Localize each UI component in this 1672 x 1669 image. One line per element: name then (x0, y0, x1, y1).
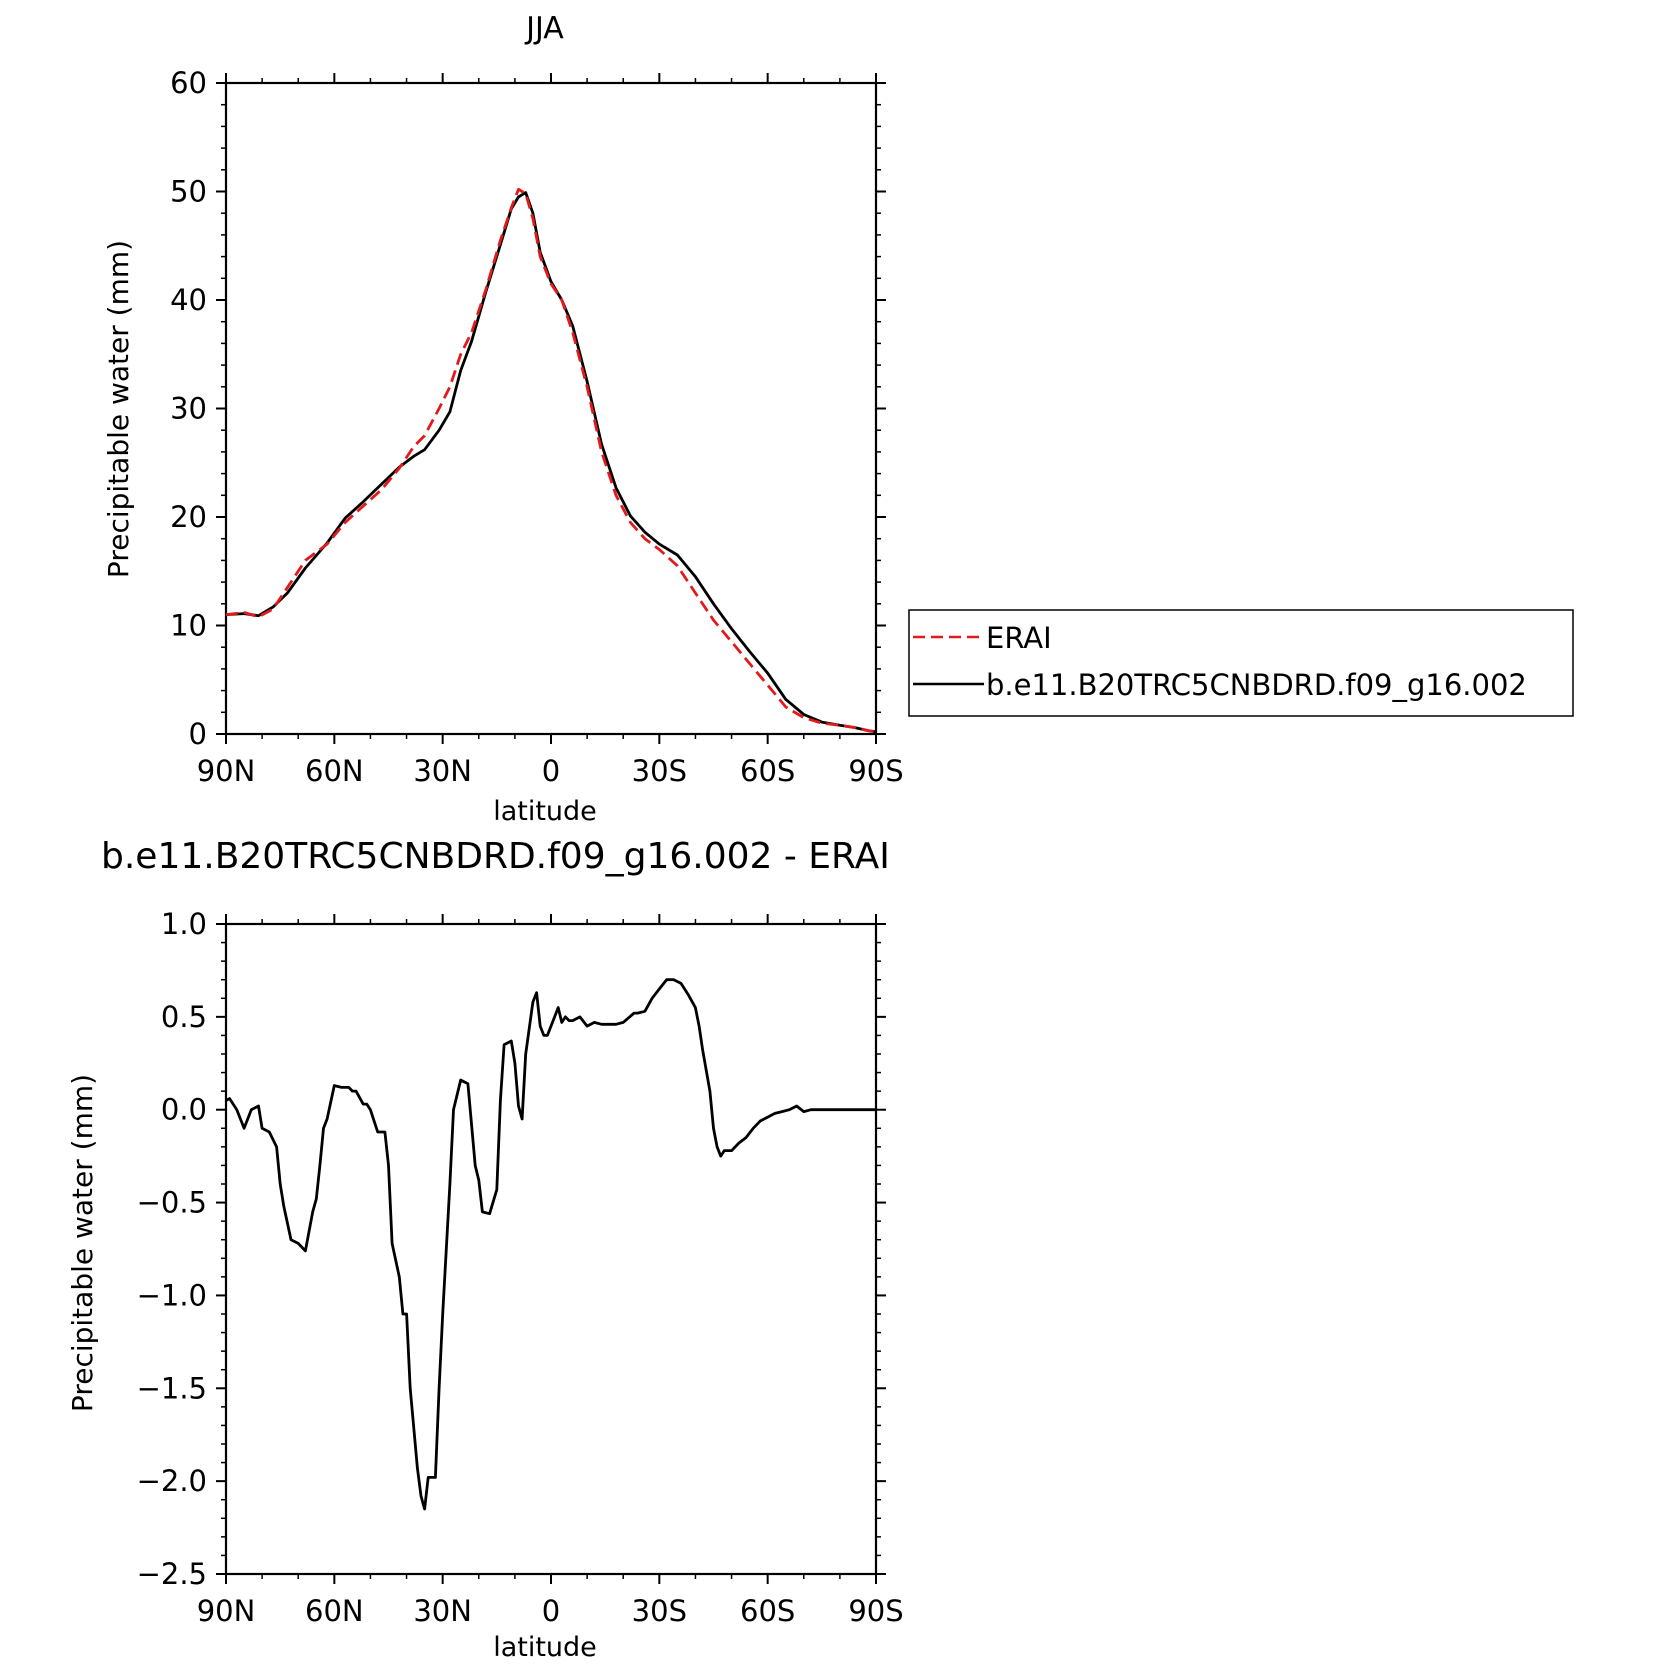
top-chart-panel: JJA 90N 60N 30N 0 30S 60S 90S 0 10 20 30 40 50 60 lat… (102, 11, 904, 827)
bottom-y-tick-label: −2.0 (137, 1464, 207, 1498)
top-x-tick-label: 60N (305, 754, 364, 788)
bottom-y-tick-label: 0.5 (161, 1000, 207, 1034)
top-y-tick-label: 10 (170, 609, 207, 643)
top-x-tick-label: 0 (542, 754, 560, 788)
bottom-x-tick-label: 90N (197, 1594, 256, 1628)
bottom-y-tick-label: −2.5 (137, 1557, 207, 1591)
top-x-tick-label: 60S (740, 754, 795, 788)
legend: ERAI b.e11.B20TRC5CNBDRD.f09_g16.002 (908, 609, 1574, 717)
top-y-tick-label: 30 (170, 392, 207, 426)
bottom-y-tick-label: 1.0 (161, 907, 207, 941)
top-x-tick-label: 90N (197, 754, 256, 788)
bottom-x-tick-label: 30S (632, 1594, 687, 1628)
top-x-axis-label: latitude (493, 796, 597, 827)
bottom-y-axis-label: Precipitable water (mm) (66, 1074, 99, 1412)
legend-box (908, 609, 1574, 717)
top-x-tick-label: 30S (632, 754, 687, 788)
bottom-x-tick-label: 0 (542, 1594, 560, 1628)
bottom-y-tick-label: −0.5 (137, 1186, 207, 1220)
bottom-series-line-difference (225, 978, 876, 1511)
bottom-chart-panel: b.e11.B20TRC5CNBDRD.f09_g16.002 - ERAI 9… (66, 836, 904, 1663)
top-y-tick-label: 20 (170, 500, 207, 534)
bottom-x-tick-label: 90S (848, 1594, 903, 1628)
bottom-y-tick-label: −1.5 (137, 1371, 207, 1405)
top-y-tick-label: 60 (170, 66, 207, 100)
top-y-tick-label: 0 (189, 717, 207, 751)
top-y-tick-label: 50 (170, 175, 207, 209)
top-x-tick-label: 30N (413, 754, 472, 788)
top-plot-area: 90N 60N 30N 0 30S 60S 90S 0 10 20 30 40 50 60 (170, 66, 904, 788)
top-series-line-erai (225, 187, 877, 734)
legend-model-label: b.e11.B20TRC5CNBDRD.f09_g16.002 (986, 668, 1527, 702)
bottom-x-tick-label: 60S (740, 1594, 795, 1628)
legend-erai-label: ERAI (986, 621, 1052, 655)
top-y-tick-label: 40 (170, 283, 207, 317)
bottom-plot-area: 90N 60N 30N 0 30S 60S 90S 1.0 0.5 0.0 −0.5 −1.0 −1.5… (137, 907, 904, 1628)
top-y-axis-label: Precipitable water (mm) (102, 240, 135, 578)
top-x-tick-label: 90S (848, 754, 903, 788)
bottom-x-tick-label: 60N (305, 1594, 364, 1628)
bottom-y-tick-label: 0.0 (161, 1093, 207, 1127)
bottom-x-tick-label: 30N (413, 1594, 472, 1628)
bottom-y-tick-label: −1.0 (137, 1278, 207, 1312)
top-chart-title: JJA (524, 11, 564, 46)
bottom-x-axis-label: latitude (493, 1632, 597, 1663)
bottom-chart-title: b.e11.B20TRC5CNBDRD.f09_g16.002 - ERAI (101, 836, 890, 877)
